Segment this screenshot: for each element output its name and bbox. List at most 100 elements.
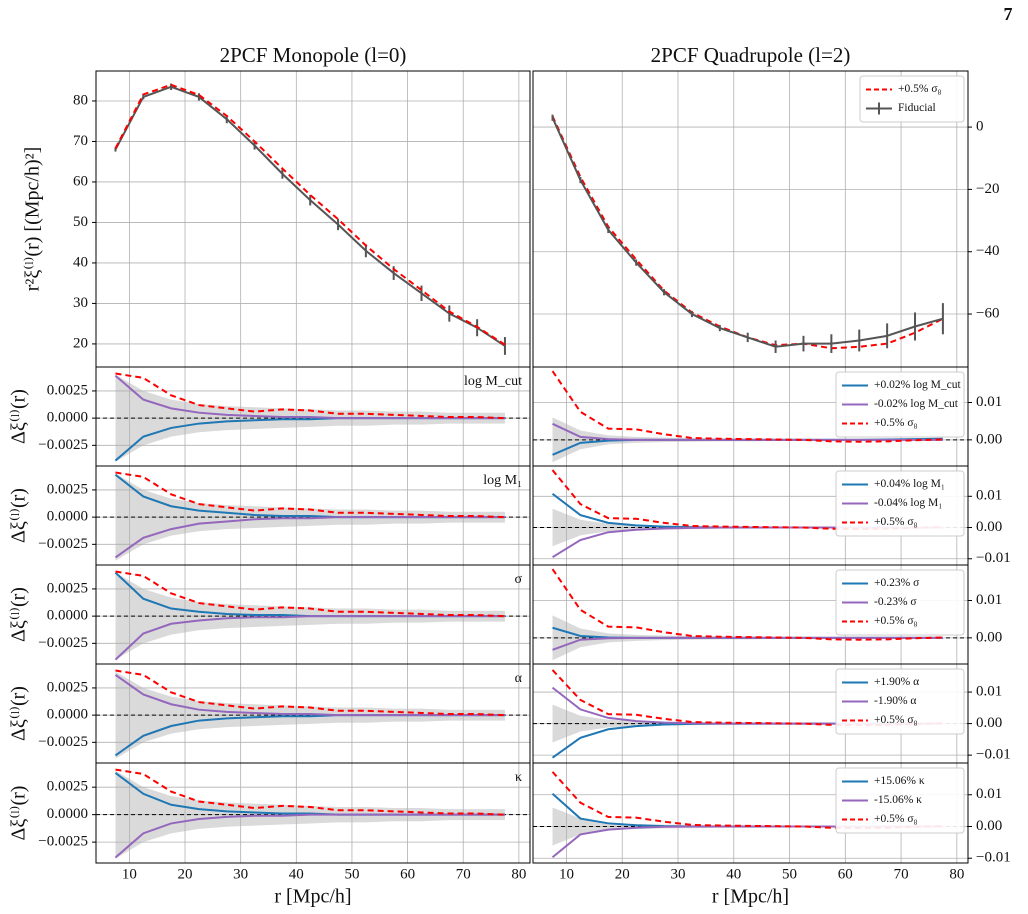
series-line: [114, 813, 505, 859]
x-tick-label: 50: [782, 866, 797, 882]
panel-annotation: α: [515, 671, 523, 686]
y-tick-label: −0.01: [976, 850, 1011, 866]
legend-box: [835, 767, 965, 834]
x-tick-label: 40: [289, 866, 304, 882]
x-tick-label: 40: [726, 866, 741, 882]
series-line: [114, 615, 505, 661]
x-tick-label: 10: [559, 866, 574, 882]
panel: 0.0025 0.0000 −0.0025 Δξ⁽ˡ⁾(r) log M_cut: [8, 366, 531, 467]
series-line: [115, 471, 506, 519]
legend-label: -0.02% log M_cut: [874, 398, 959, 410]
legend-label: -1.90% α: [874, 695, 916, 707]
panel-annotation: log M₁: [483, 473, 522, 488]
y-tick-label: −40: [976, 243, 999, 259]
y-tick-label: 0.0025: [47, 679, 88, 695]
x-tick-label: 20: [615, 866, 630, 882]
y-tick-label: 0.0000: [47, 707, 88, 723]
y-tick-label: −0.0025: [38, 734, 88, 750]
y-tick-label: −60: [976, 305, 999, 321]
series-line: [114, 374, 505, 420]
x-tick-label: 60: [400, 866, 415, 882]
plot-area: [533, 367, 968, 466]
x-axis-label: r [Mpc/h]: [274, 886, 351, 908]
y-tick-label: −0.0025: [38, 437, 88, 453]
y-axis-label: Δξ⁽ˡ⁾(r): [8, 389, 30, 444]
panel-annotation: κ: [515, 770, 522, 785]
legend-box: [859, 75, 965, 123]
panel: 0.01 0.00 −0.01 10 20 30 40 50 60 70 80 r [Mpc/h] +1…: [532, 762, 1011, 908]
legend-box: [835, 470, 965, 537]
plot-area: [96, 565, 530, 664]
legend-label: +0.5% σ₈: [898, 83, 942, 95]
y-tick-label: 0.0000: [47, 410, 88, 426]
legend-label: Fiducial: [898, 102, 936, 114]
legend: +0.02% log M_cut -0.02% log M_cut +0.5% σ₈: [835, 371, 965, 438]
legend-label: -0.04% log M₁: [874, 497, 942, 509]
y-axis-label: Δξ⁽ˡ⁾(r): [8, 686, 30, 741]
y-tick-label: 0.01: [976, 592, 1002, 608]
plot-area: [96, 466, 530, 565]
y-axis-label: r²ξ⁽ˡ⁾(r) [(Mpc/h)²]: [22, 147, 44, 292]
panel-title: 2PCF Monopole (l=0): [220, 43, 407, 67]
series-line: [551, 117, 944, 348]
panel-title: 2PCF Quadrupole (l=2): [651, 43, 851, 67]
y-tick-label: 0.01: [976, 786, 1002, 802]
y-axis-label: Δξ⁽ˡ⁾(r): [8, 587, 30, 642]
y-tick-label: 0.0000: [47, 608, 88, 624]
legend-box: [835, 569, 965, 636]
legend: +1.90% α -1.90% α +0.5% σ₈: [835, 668, 965, 735]
y-tick-label: −0.0025: [38, 635, 88, 651]
x-tick-label: 70: [456, 866, 471, 882]
x-axis-label: r [Mpc/h]: [712, 886, 789, 908]
panel-annotation: σ: [514, 572, 522, 587]
x-tick-label: 80: [949, 866, 964, 882]
panel: 0.010.00−0.01+0.04% log M₁-0.04% log M₁+…: [532, 465, 1011, 566]
x-tick-label: 10: [122, 866, 137, 882]
legend: +15.06% κ -15.06% κ +0.5% σ₈: [835, 767, 965, 834]
panel: 0.01 0.00 −0.01 +1.90% α -1.90% α +0.5% σ₈: [532, 663, 1011, 764]
y-tick-label: 0.00: [976, 818, 1002, 834]
y-tick-label: 40: [73, 254, 88, 270]
plot-area: [96, 71, 530, 367]
series-line: [115, 570, 506, 618]
panel: 0.0025 0.0000 −0.0025 10 20 30 40 50 60 70 80 r [Mp…: [8, 762, 531, 908]
series-line: [114, 674, 505, 717]
x-tick-label: 60: [838, 866, 853, 882]
series-line: [115, 768, 506, 816]
y-tick-label: −0.0025: [38, 834, 88, 850]
x-tick-label: 70: [894, 866, 909, 882]
series-line: [115, 669, 506, 717]
x-tick-label: 30: [671, 866, 686, 882]
y-tick-label: 0: [976, 119, 984, 135]
legend-label: +0.5% σ₈: [874, 714, 918, 726]
panel: 0.01 0.00 +0.23% σ -0.23% σ +0.5% σ₈: [532, 564, 1002, 665]
y-tick-label: 0.01: [976, 394, 1002, 410]
y-tick-label: 80: [73, 92, 88, 108]
panel: 0.01 0.00 +0.02% log M_cut -0.02% log M_cut…: [532, 366, 1002, 467]
legend-label: +0.5% σ₈: [874, 813, 918, 825]
y-axis-label: Δξ⁽ˡ⁾(r): [8, 786, 30, 841]
y-tick-label: 50: [73, 214, 88, 230]
y-tick-label: 0.0000: [47, 806, 88, 822]
legend-label: +0.5% σ₈: [874, 615, 918, 627]
y-tick-label: 0.0000: [47, 509, 88, 525]
x-tick-label: 20: [178, 866, 193, 882]
panel: 0.0025 0.0000 −0.0025 Δξ⁽ˡ⁾(r) α: [8, 663, 531, 764]
legend-label: +0.02% log M_cut: [874, 379, 961, 391]
plot-area: [533, 71, 968, 367]
x-tick-label: 50: [344, 866, 359, 882]
y-tick-label: −0.0025: [38, 536, 88, 552]
series-line: [551, 568, 943, 641]
plot-area: [96, 367, 530, 466]
legend: +0.5% σ₈ Fiducial: [859, 75, 965, 123]
y-tick-label: 0.00: [976, 519, 1002, 535]
series-line: [114, 85, 506, 347]
panel: 0.0025 0.0000 −0.0025 Δξ⁽ˡ⁾(r) log M₁: [8, 465, 531, 566]
panel: 0 −20 −40 −60 2PCF Quadrupole (l=2) +0.5% σ₈ F…: [532, 43, 999, 368]
panel: 20 30 40 50 60 70 80 2PCF Monopole (l=0) r²ξ⁽ˡ⁾(…: [22, 43, 531, 368]
page-number: 7: [1004, 4, 1013, 24]
series-line: [551, 370, 943, 443]
y-tick-label: 0.01: [976, 683, 1002, 699]
panel-frame: [532, 762, 969, 864]
legend-box: [835, 668, 965, 735]
